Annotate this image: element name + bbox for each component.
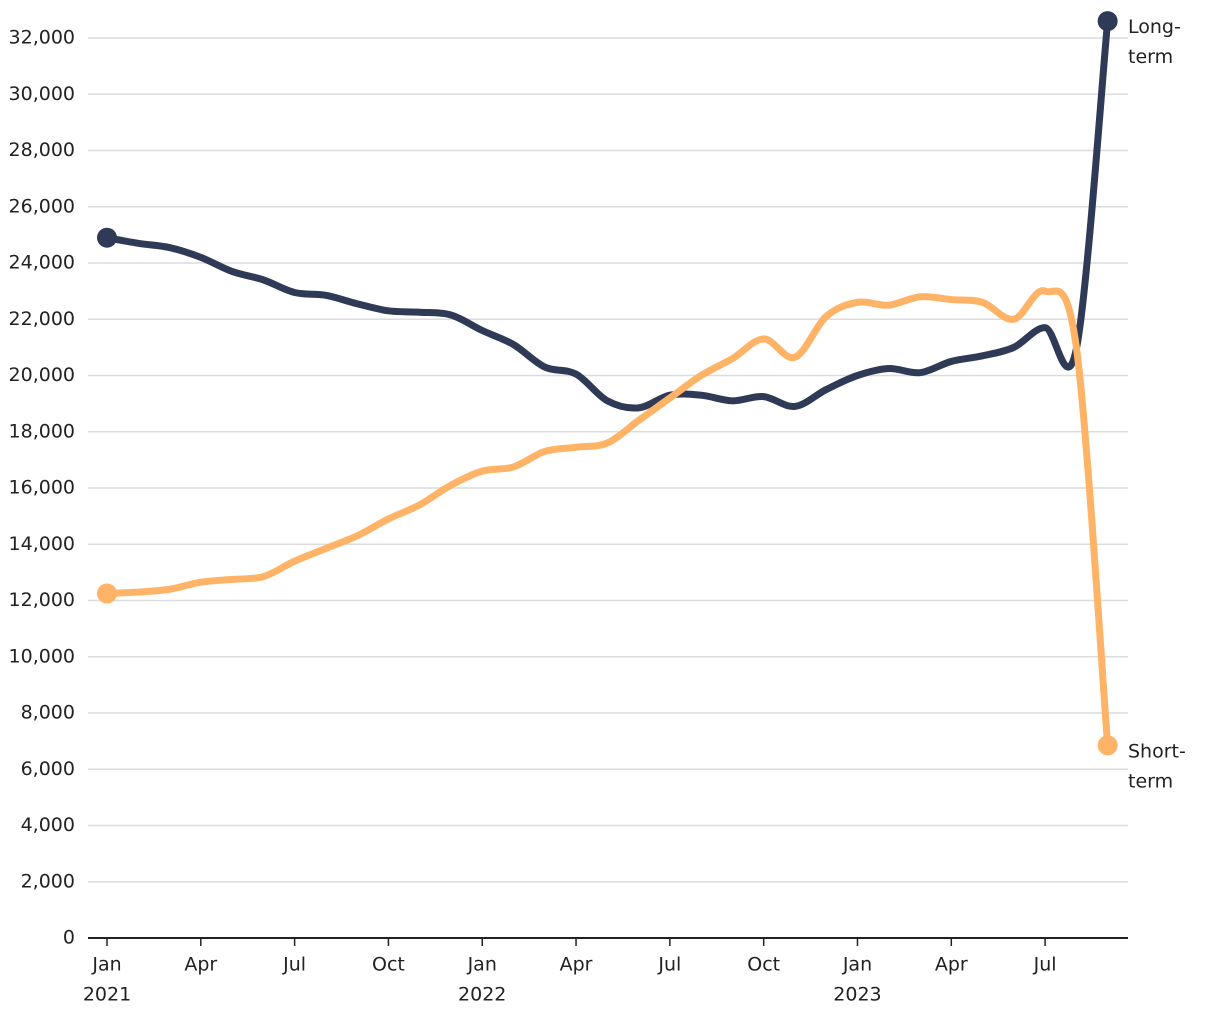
x-tick-label: Oct xyxy=(747,954,780,976)
y-tick-label: 2,000 xyxy=(21,870,75,892)
y-tick-label: 16,000 xyxy=(9,477,75,499)
x-tick-label: Jul xyxy=(282,954,306,976)
x-tick-label: Oct xyxy=(372,954,405,976)
x-tick-label: Apr xyxy=(560,954,593,976)
series-label-line: term xyxy=(1128,770,1173,792)
y-tick-label: 20,000 xyxy=(9,364,75,386)
y-tick-label: 8,000 xyxy=(21,702,75,724)
y-tick-label: 22,000 xyxy=(9,308,75,330)
series-line xyxy=(106,287,1112,746)
y-tick-label: 24,000 xyxy=(9,252,75,274)
y-tick-label: 0 xyxy=(63,927,75,949)
x-tick-year: 2023 xyxy=(833,984,881,1006)
end-point xyxy=(97,227,117,248)
end-point xyxy=(97,583,117,604)
y-tick-label: 18,000 xyxy=(9,420,75,442)
end-point xyxy=(1097,735,1118,756)
x-tick-year: 2021 xyxy=(83,984,131,1006)
x-tick-label: Apr xyxy=(935,954,968,976)
x-tick-label: Jan xyxy=(91,954,121,976)
series-label-line: Short- xyxy=(1128,740,1186,762)
series-label: Short-term xyxy=(1128,740,1186,792)
series-label-line: Long- xyxy=(1128,16,1181,38)
y-tick-label: 28,000 xyxy=(9,139,75,161)
series-label-line: term xyxy=(1128,46,1173,68)
end-point xyxy=(1097,11,1118,32)
series-line xyxy=(106,20,1112,412)
y-tick-label: 32,000 xyxy=(9,27,75,49)
y-tick-label: 30,000 xyxy=(9,83,75,105)
y-tick-label: 10,000 xyxy=(9,645,75,667)
series-label: Long-term xyxy=(1128,16,1181,68)
x-tick-label: Jan xyxy=(467,954,497,976)
y-tick-label: 12,000 xyxy=(9,589,75,611)
y-tick-label: 26,000 xyxy=(9,195,75,217)
x-tick-label: Jan xyxy=(842,954,872,976)
x-tick-label: Apr xyxy=(184,954,217,976)
x-tick-label: Jul xyxy=(657,954,681,976)
y-tick-label: 4,000 xyxy=(21,814,75,836)
x-tick-year: 2022 xyxy=(458,984,506,1006)
y-tick-label: 14,000 xyxy=(9,533,75,555)
y-tick-label: 6,000 xyxy=(21,758,75,780)
x-tick-label: Jul xyxy=(1033,954,1057,976)
